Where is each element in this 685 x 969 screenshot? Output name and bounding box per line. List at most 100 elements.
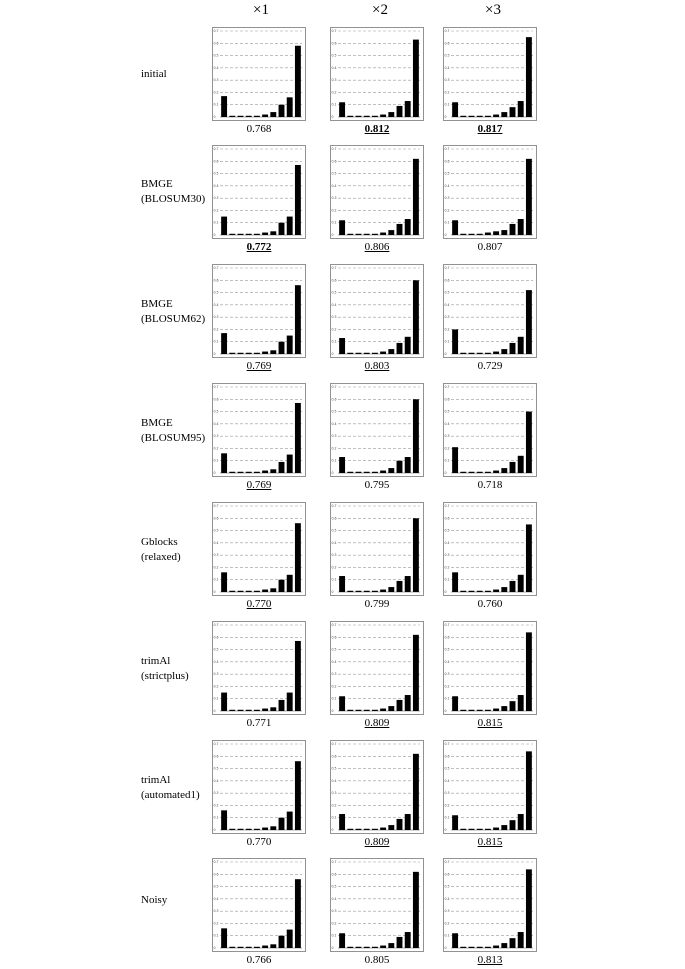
bar <box>221 692 228 711</box>
column-header-x3: ×3 <box>485 2 501 18</box>
bar <box>253 590 260 592</box>
ytick-label: 0.3 <box>214 78 219 82</box>
ytick-label: 0.7 <box>332 147 337 151</box>
ytick-label: 0.6 <box>445 278 450 282</box>
ytick-label: 0.5 <box>445 767 450 771</box>
bar <box>237 590 244 592</box>
bar <box>388 468 395 473</box>
bar <box>339 220 346 235</box>
ytick-label: 0.7 <box>214 860 219 864</box>
score-label: 0.805 <box>364 954 390 966</box>
bar <box>355 115 362 117</box>
ytick-label: 0 <box>332 590 334 594</box>
ytick-label: 0.6 <box>214 278 219 282</box>
ytick-label: 0.2 <box>332 90 337 94</box>
ytick-label: 0.3 <box>332 791 337 795</box>
bar <box>262 589 269 592</box>
bar-chart-panel: 0 0.1 0.2 0.3 0.4 0.5 0.6 0.7 <box>212 740 306 834</box>
ytick-label: 0.2 <box>445 565 450 569</box>
ytick-label: 0.3 <box>214 909 219 913</box>
ytick-label: 0.3 <box>445 196 450 200</box>
score-label: 0.807 <box>477 241 503 253</box>
score-label: 0.803 <box>364 360 390 372</box>
bar <box>262 114 269 117</box>
ytick-label: 0.2 <box>332 803 337 807</box>
bar-chart-svg: 0 0.1 0.2 0.3 0.4 0.5 0.6 0.7 <box>212 383 306 477</box>
ytick-label: 0.2 <box>214 565 219 569</box>
row-label-noisy: Noisy <box>141 894 168 906</box>
row-label-bmge-blosum62: BMGE (BLOSUM62) <box>141 298 206 325</box>
bar <box>396 936 403 948</box>
ytick-label: 0.4 <box>332 303 337 307</box>
bar <box>278 341 285 354</box>
ytick-label: 0.2 <box>332 446 337 450</box>
row-label-bmge-blosum30: BMGE (BLOSUM30) <box>141 178 206 205</box>
bar <box>347 115 354 117</box>
bar <box>517 695 524 711</box>
ytick-label: 0.4 <box>332 184 337 188</box>
bar <box>525 869 532 948</box>
ytick-label: 0.7 <box>332 266 337 270</box>
bar <box>517 932 524 948</box>
panel-frame <box>330 27 424 121</box>
ytick-label: 0.4 <box>445 779 450 783</box>
ytick-label: 0.5 <box>214 291 219 295</box>
bar <box>468 115 475 117</box>
bar <box>404 101 411 117</box>
panel-frame <box>212 264 306 358</box>
bar-chart-panel: 0 0.1 0.2 0.3 0.4 0.5 0.6 0.7 <box>330 383 424 477</box>
bar <box>380 945 387 948</box>
bar <box>262 708 269 711</box>
panel-frame <box>443 858 537 952</box>
bar <box>339 933 346 948</box>
ytick-label: 0.2 <box>214 90 219 94</box>
bar <box>221 810 228 830</box>
bar <box>493 827 500 830</box>
row-label-gblocks-relaxed: Gblocks (relaxed) <box>141 536 181 563</box>
ytick-label: 0.6 <box>332 397 337 401</box>
ytick-label: 0.5 <box>445 885 450 889</box>
bar <box>294 640 301 711</box>
score-label: 0.771 <box>246 717 272 729</box>
ytick-label: 0.7 <box>214 147 219 151</box>
ytick-label: 0 <box>214 946 216 950</box>
bar <box>221 453 228 473</box>
bar-chart-svg: 0 0.1 0.2 0.3 0.4 0.5 0.6 0.7 <box>443 740 537 834</box>
bar <box>484 352 491 354</box>
ytick-label: 0.6 <box>445 159 450 163</box>
ytick-label: 0.2 <box>332 565 337 569</box>
bar <box>278 461 285 473</box>
bar-chart-svg: 0 0.1 0.2 0.3 0.4 0.5 0.6 0.7 <box>443 27 537 121</box>
ytick-label: 0.1 <box>214 340 219 344</box>
bar <box>371 115 378 117</box>
bar <box>278 817 285 830</box>
ytick-label: 0.6 <box>332 872 337 876</box>
bar <box>493 945 500 948</box>
bar <box>237 233 244 235</box>
bar-chart-panel: 0 0.1 0.2 0.3 0.4 0.5 0.6 0.7 <box>443 740 537 834</box>
bar <box>501 706 508 711</box>
ytick-label: 0.4 <box>332 541 337 545</box>
ytick-label: 0.7 <box>445 860 450 864</box>
bar <box>452 447 459 473</box>
bar <box>237 352 244 354</box>
bar-chart-svg: 0 0.1 0.2 0.3 0.4 0.5 0.6 0.7 <box>212 502 306 596</box>
ytick-label: 0.5 <box>214 172 219 176</box>
bar <box>501 112 508 117</box>
bar <box>245 115 252 117</box>
ytick-label: 0.2 <box>445 90 450 94</box>
bar <box>380 708 387 711</box>
bar <box>380 827 387 830</box>
bar <box>460 590 467 592</box>
ytick-label: 0 <box>214 115 216 119</box>
bar <box>404 457 411 473</box>
bar <box>493 114 500 117</box>
ytick-label: 0.5 <box>332 54 337 58</box>
ytick-label: 0.2 <box>445 208 450 212</box>
bar-chart-svg: 0 0.1 0.2 0.3 0.4 0.5 0.6 0.7 <box>330 27 424 121</box>
ytick-label: 0.1 <box>332 221 337 225</box>
bar <box>363 352 370 354</box>
ytick-label: 0 <box>214 590 216 594</box>
bar <box>509 223 516 235</box>
ytick-label: 0 <box>214 709 216 713</box>
